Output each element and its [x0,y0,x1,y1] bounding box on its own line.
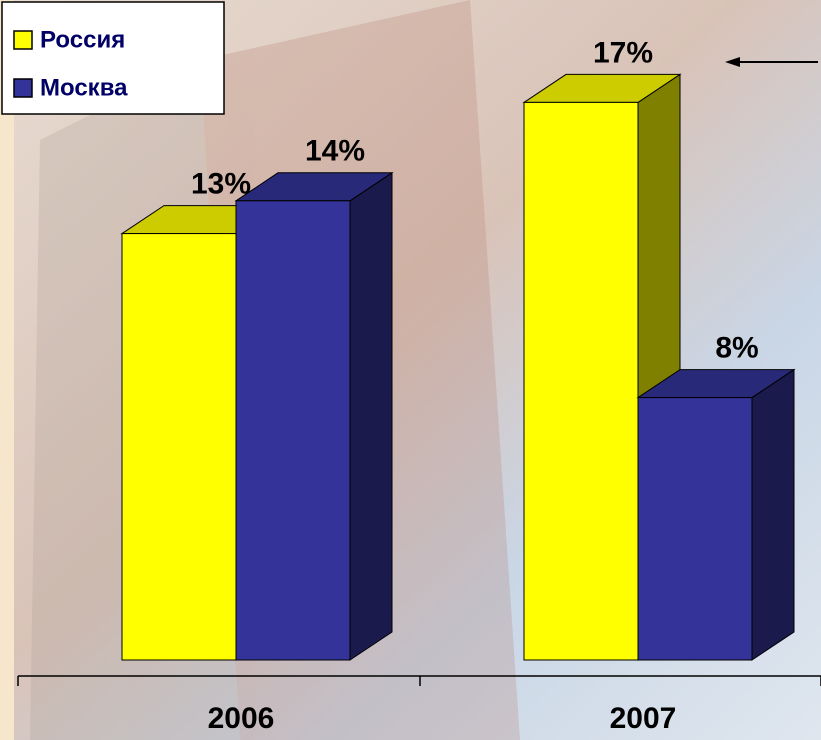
legend-label: Москва [40,74,128,101]
legend-swatch [14,31,32,49]
bar [638,398,752,660]
bar [524,102,638,660]
legend-label: Россия [40,26,125,53]
legend-swatch [14,79,32,97]
chart: 13% 14% 2006 17% 8% 2007 Россия Москва [0,0,821,740]
value-label: 17% [593,36,653,69]
value-label: 14% [305,135,365,168]
bar [122,234,236,660]
x-tick-label: 2007 [610,702,677,735]
bar [236,201,350,660]
value-label: 8% [715,332,758,365]
x-tick-label: 2006 [208,702,275,735]
value-label: 13% [191,168,251,201]
bar-side [752,370,794,660]
bar-side [350,173,392,660]
